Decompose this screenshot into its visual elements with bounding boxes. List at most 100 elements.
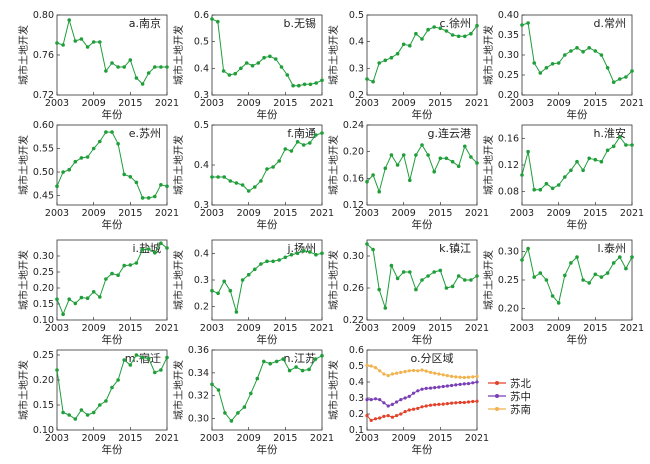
data-point [581,278,585,282]
data-point [146,196,151,200]
data-point [308,250,312,254]
data-point [433,371,437,375]
data-point [624,266,628,271]
data-point [611,144,616,149]
legend-label: 苏北 [510,377,531,390]
data-point [526,21,530,25]
x-tick-label: 2003 [355,208,379,219]
x-tick-label: 2015 [583,98,607,109]
data-point [618,255,622,259]
plot-frame [211,14,323,96]
panel-i: 0.10 0.15 0.20 0.25 0.30 2003 2009 2015 2021 年份 城市… [17,239,179,346]
y-tick-label: 0.12 [498,160,519,171]
data-point [234,181,239,185]
data-point [289,252,294,257]
panel-title: i.盐城 [132,242,161,255]
data-point [320,251,324,256]
data-point [469,278,473,282]
data-point [242,405,247,409]
data-point [250,63,255,68]
data-point [593,157,598,162]
data-point [73,417,78,421]
data-point [314,133,318,137]
plot-frame [366,349,478,431]
data-point [85,45,90,49]
data-point [424,369,428,373]
data-point [253,267,257,272]
x-tick-label: 2015 [118,208,142,219]
x-tick-label: 2015 [118,323,142,334]
plot-frame [211,349,323,431]
y-tick-label: 0.12 [343,200,364,211]
data-point [466,400,471,404]
data-point [458,382,462,386]
data-point [611,80,616,84]
data-point [475,274,479,278]
x-tick-label: 2009 [82,433,106,444]
data-point [216,291,220,296]
data-point [403,396,407,400]
x-tick-label: 2003 [45,208,69,219]
y-tick-label: 0.34 [188,368,209,379]
x-tick-label: 2015 [273,208,297,219]
data-point [416,389,420,393]
data-point [314,252,318,257]
x-tick-label: 2021 [465,433,489,444]
x-tick-label: 2015 [428,433,452,444]
y-tick-label: 0.2 [349,409,364,420]
data-point [395,51,400,56]
plot-frame [56,349,168,431]
panel-h: 0.08 0.12 0.16 2003 2009 2015 2021 年份 城市土地开发 h.淮安 [482,124,644,231]
data-point [593,272,598,277]
y-tick-label: 0.3 [349,63,364,74]
data-point [116,142,120,146]
data-point [104,277,108,281]
data-point [441,373,445,377]
data-point [268,54,272,59]
data-point [475,161,479,165]
legend-swatch-marker [495,407,499,411]
panel-f: 0.3 0.4 0.5 2003 2009 2015 2021 年份 城市土地开发 f.南通 [172,120,334,231]
x-tick-label: 2021 [465,323,489,334]
data-point [386,404,390,408]
data-point [279,65,284,69]
y-tick-label: 0.5 [349,361,364,372]
data-point [416,406,420,410]
panel-a: 0.72 0.76 0.80 2003 2009 2015 2021 年份 城市土地开发 a.南京 [17,10,179,121]
x-axis-label: 年份 [567,333,588,346]
x-tick-label: 2021 [465,208,489,219]
data-point [475,374,479,378]
data-point [234,310,239,314]
y-tick-label: 0.15 [33,400,54,411]
data-point [153,370,157,375]
data-point [300,368,305,373]
data-point [438,26,443,31]
y-tick-label: 0.20 [33,283,54,294]
data-point [104,69,108,73]
data-point [273,57,278,61]
data-point [581,50,585,54]
x-tick-label: 2003 [45,323,69,334]
y-tick-label: 0.30 [188,414,209,425]
data-point [420,143,424,147]
x-tick-label: 2021 [465,98,489,109]
y-axis-label: 城市土地开发 [482,250,495,310]
data-point [408,178,412,183]
x-tick-label: 2021 [155,323,179,334]
y-tick-label: 0.45 [33,191,54,202]
series-line [366,25,478,83]
data-point [373,397,378,401]
data-point [378,416,382,420]
data-point [438,156,443,161]
data-point [61,312,65,317]
data-point [55,41,59,45]
data-point [458,400,462,405]
data-point [153,194,157,199]
y-tick-label: 0.5 [194,120,209,131]
data-point [365,179,369,184]
data-point [244,61,249,65]
data-point [122,358,126,362]
data-point [395,163,400,167]
x-tick-label: 2009 [237,208,261,219]
